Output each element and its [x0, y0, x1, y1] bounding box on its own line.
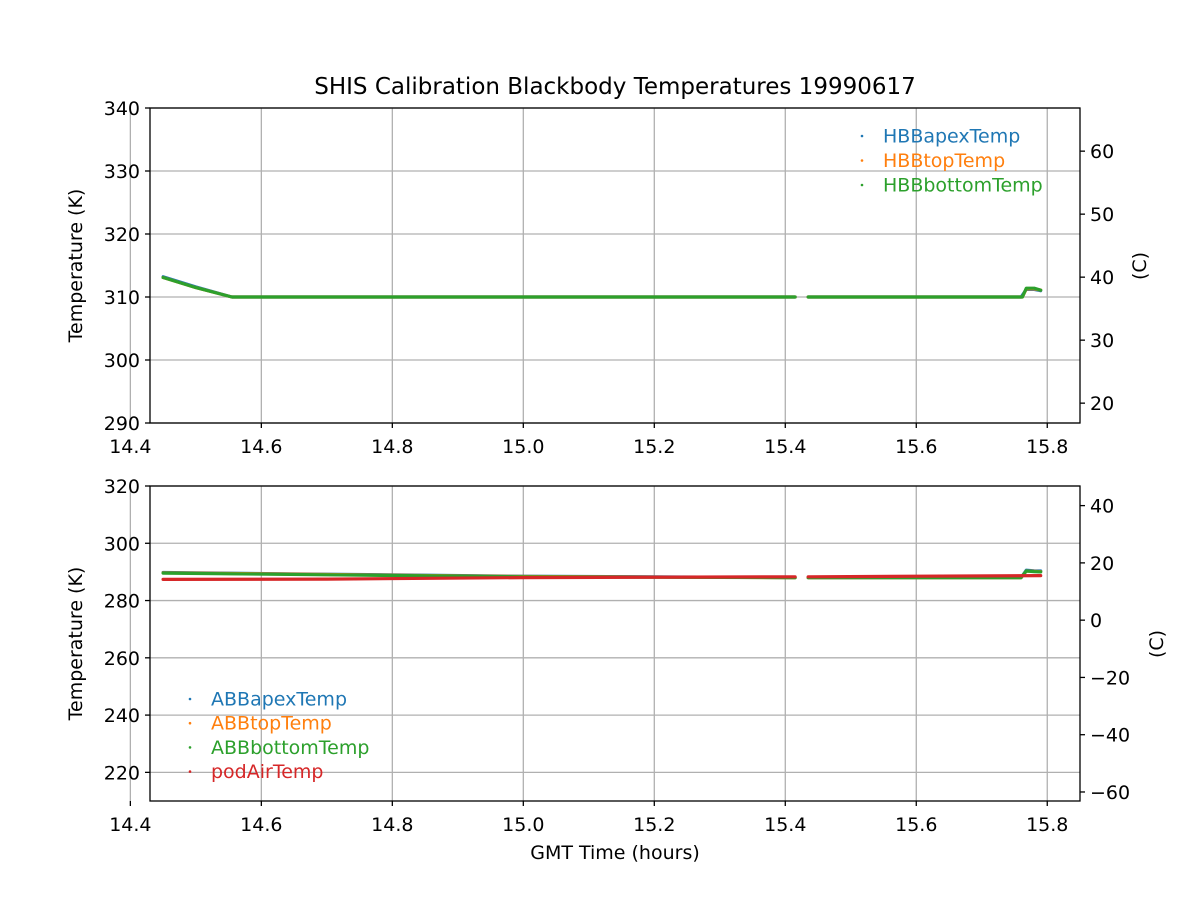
- bottom-y-tick-label: 240: [104, 705, 140, 727]
- bottom-x-tick-label: 15.8: [1026, 814, 1068, 836]
- top-y-tick-label: 320: [104, 224, 140, 246]
- top-plot-frame: [149, 107, 1081, 424]
- bottom-y-tick-label: 220: [104, 762, 140, 784]
- bottom-x-tick-label: 15.0: [502, 814, 544, 836]
- bottom-x-tick-label: 14.8: [371, 814, 413, 836]
- bottom-y2-tick-label: −40: [1090, 725, 1130, 747]
- abbtoptemp-legend-marker: [188, 721, 192, 725]
- hbbbottomtemp-legend-marker: [860, 183, 864, 187]
- podairtemp-series: [806, 573, 1043, 579]
- podairtemp-series: [161, 575, 797, 582]
- podairtemp-legend-label: podAirTemp: [211, 761, 323, 783]
- top-y2-tick-label: 40: [1090, 267, 1114, 289]
- top-y-tick-label: 290: [104, 413, 140, 435]
- top-x-tick-label: 15.6: [895, 436, 937, 458]
- bottom-x-tick-label: 14.4: [109, 814, 151, 836]
- bottom-y-axis-label: Temperature (K): [65, 567, 87, 722]
- x-axis-label: GMT Time (hours): [530, 842, 700, 864]
- abbtoptemp-legend-label: ABBtopTemp: [211, 713, 332, 735]
- podairtemp-legend-marker: [188, 770, 192, 773]
- bottom-y2-tick-label: 40: [1090, 496, 1114, 518]
- bottom-chart-panel: 14.4 14.6 14.8 15.0 15.2 15.4 15.6 15.8 220 240 26…: [65, 476, 1168, 864]
- bottom-y2-tick-label: −60: [1090, 782, 1130, 804]
- bottom-x-tick-label: 14.6: [240, 814, 282, 836]
- abbapextemp-legend-marker: [188, 697, 192, 701]
- bottom-y2-tick-label: 0: [1090, 610, 1102, 632]
- top-y2-tick-label: 60: [1090, 141, 1114, 163]
- bottom-y-tick-label: 280: [104, 591, 140, 613]
- top-y2-tick-label: 30: [1090, 330, 1114, 352]
- top-x-tick-label: 15.2: [633, 436, 675, 458]
- hbbapextemp-legend-label: HBBapexTemp: [883, 126, 1020, 148]
- top-y2-tick-label: 20: [1090, 393, 1114, 415]
- top-y-tick-label: 300: [104, 350, 140, 372]
- bottom-y-tick-label: 320: [104, 476, 140, 498]
- hbbtoptemp-legend-marker: [860, 159, 864, 162]
- top-x-tick-label: 14.8: [371, 436, 413, 458]
- hbbbottomtemp-series: [161, 275, 797, 299]
- bottom-y-tick-label: 260: [104, 648, 140, 670]
- top-x-tick-label: 15.0: [502, 436, 544, 458]
- bottom-y2-tick-label: 20: [1090, 553, 1114, 575]
- hbbbottomtemp-series: [806, 286, 1043, 299]
- bottom-y2-tick-label: −20: [1090, 667, 1130, 689]
- top-x-tick-label: 14.4: [109, 436, 151, 458]
- top-y-axis-label: Temperature (K): [65, 189, 87, 344]
- abbapextemp-legend-label: ABBapexTemp: [211, 689, 347, 711]
- abbbottomtemp-legend-label: ABBbottomTemp: [211, 737, 369, 759]
- top-x-tick-label: 15.8: [1026, 436, 1068, 458]
- bottom-y-tick-label: 300: [104, 533, 140, 555]
- top-y-tick-label: 340: [104, 98, 140, 120]
- bottom-y2-axis-label: (C): [1146, 630, 1168, 658]
- top-x-tick-label: 15.4: [764, 436, 806, 458]
- chart-title: SHIS Calibration Blackbody Temperatures …: [314, 74, 916, 100]
- top-x-tick-label: 14.6: [240, 436, 282, 458]
- top-y-tick-label: 330: [104, 161, 140, 183]
- bottom-x-tick-label: 15.6: [895, 814, 937, 836]
- hbbtoptemp-legend-label: HBBtopTemp: [883, 150, 1005, 172]
- top-y2-axis-label: (C): [1129, 252, 1151, 280]
- bottom-plot-frame: [149, 485, 1081, 802]
- abbbottomtemp-legend-marker: [188, 746, 192, 749]
- top-y2-tick-label: 50: [1090, 204, 1114, 226]
- hbbapextemp-legend-marker: [860, 134, 864, 138]
- top-y-tick-label: 310: [104, 287, 140, 309]
- hbbbottomtemp-legend-label: HBBbottomTemp: [883, 175, 1043, 197]
- bottom-x-tick-label: 15.2: [633, 814, 675, 836]
- bottom-x-tick-label: 15.4: [764, 814, 806, 836]
- top-chart-panel: SHIS Calibration Blackbody Temperatures …: [65, 74, 1151, 458]
